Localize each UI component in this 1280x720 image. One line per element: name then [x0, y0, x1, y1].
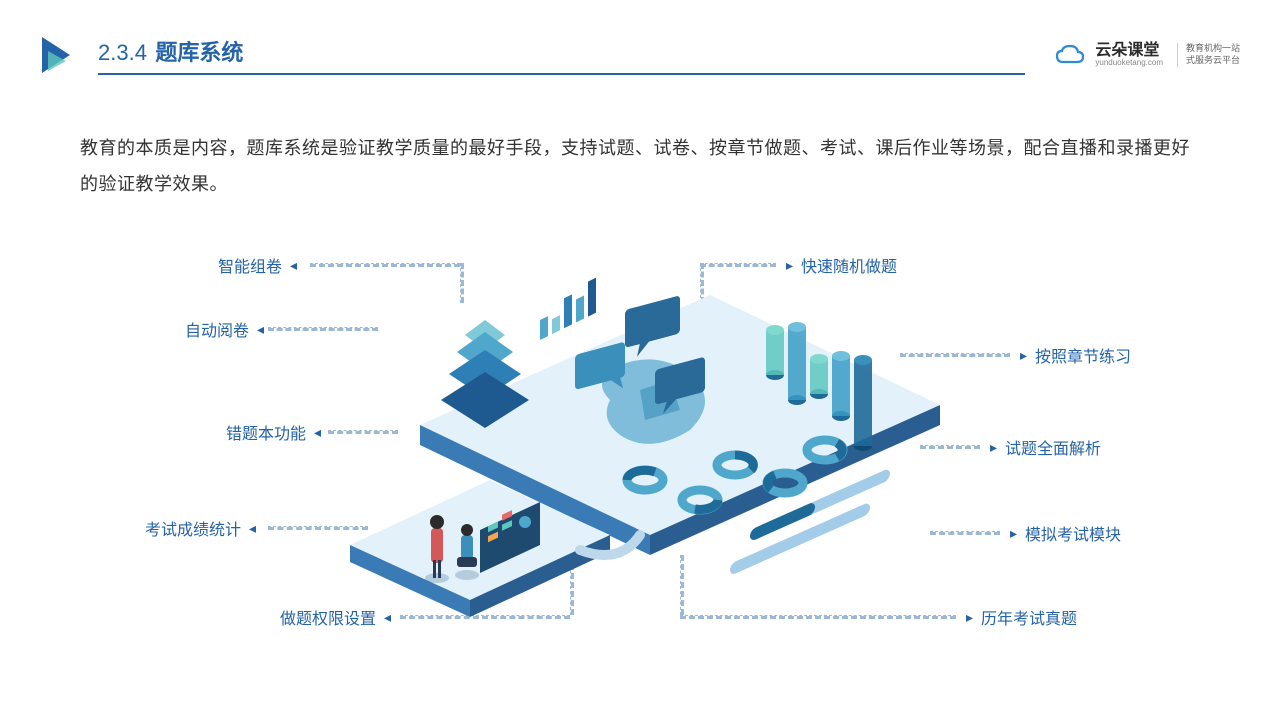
callout-wrong-book: ◂错题本功能	[226, 420, 321, 444]
callout-score-stats: ◂考试成绩统计	[145, 516, 256, 540]
section-description: 教育的本质是内容，题库系统是验证教学质量的最好手段，支持试题、试卷、按章节做题、…	[80, 130, 1200, 202]
play-icon	[40, 35, 80, 75]
logo-url: yunduoketang.com	[1095, 59, 1163, 67]
section-title-bar: 2.3.4 题库系统	[98, 35, 1025, 75]
callout-analysis: ▸试题全面解析	[990, 435, 1101, 459]
isometric-illustration	[320, 265, 960, 665]
callout-chapter: ▸按照章节练习	[1020, 343, 1131, 367]
brand-logo: 云朵课堂 yunduoketang.com 教育机构一站 式服务云平台	[1055, 43, 1240, 67]
callout-auto-grade: ◂自动阅卷	[185, 317, 264, 341]
cloud-icon	[1055, 44, 1085, 66]
callout-past-exam: ▸历年考试真题	[966, 605, 1077, 629]
mini-bar-chart	[540, 278, 596, 340]
section-number: 2.3.4	[98, 40, 147, 65]
feature-diagram: ◂智能组卷 ◂自动阅卷 ◂错题本功能 ◂考试成绩统计 ◂做题权限设置 ▸快速随机…	[0, 225, 1280, 720]
logo-tagline: 教育机构一站 式服务云平台	[1177, 43, 1240, 66]
callout-mock-exam: ▸模拟考试模块	[1010, 521, 1121, 545]
callout-smart-paper: ◂智能组卷	[218, 253, 297, 277]
section-title: 题库系统	[155, 40, 243, 65]
logo-text-cn: 云朵课堂	[1095, 43, 1159, 59]
